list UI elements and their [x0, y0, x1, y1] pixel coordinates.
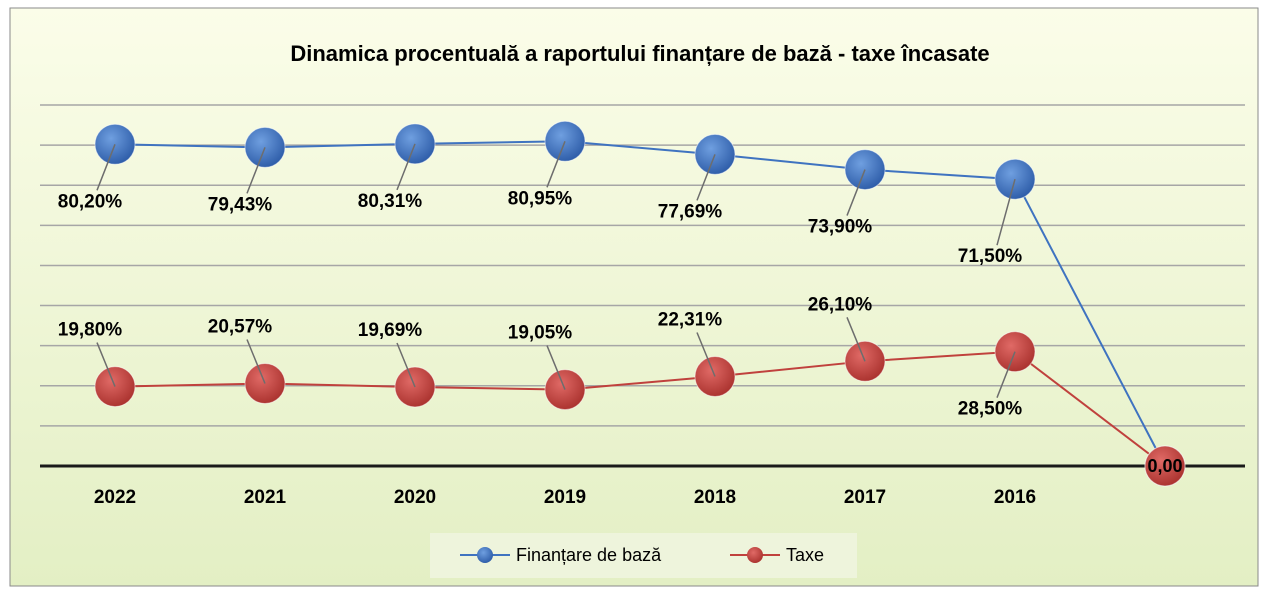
leader-line	[996, 351, 1016, 398]
x-tick-label: 2022	[94, 487, 136, 508]
data-label: 19,69%	[358, 320, 423, 341]
legend-label: Taxe	[786, 545, 824, 565]
series-line	[114, 140, 1166, 467]
data-label: 0,00	[1147, 456, 1182, 476]
leader-line	[396, 143, 416, 191]
data-label: 80,20%	[58, 191, 123, 212]
leader-line	[246, 339, 266, 384]
x-tick-label: 2016	[994, 487, 1036, 508]
x-tick-label: 2020	[394, 487, 436, 508]
leader-line	[846, 169, 866, 216]
leader-line	[396, 342, 416, 388]
data-label: 71,50%	[958, 246, 1023, 267]
chart-title: Dinamica procentuală a raportului finanț…	[290, 41, 989, 66]
data-label: 19,05%	[508, 323, 573, 344]
data-point	[1144, 445, 1186, 487]
data-label: 73,90%	[808, 217, 873, 238]
data-label: 26,10%	[808, 294, 873, 315]
chart-frame	[9, 7, 1259, 587]
data-label: 19,80%	[58, 320, 123, 341]
legend-marker	[747, 547, 763, 563]
leader-line	[546, 141, 566, 188]
x-tick-label: 2018	[694, 487, 736, 508]
leader-line	[96, 144, 116, 191]
x-tick-label: 2017	[844, 487, 886, 508]
leader-line	[546, 345, 566, 390]
data-label: 79,43%	[208, 194, 273, 215]
x-tick-label: 2021	[244, 487, 287, 508]
x-tick-label: 2019	[544, 487, 586, 508]
data-label: 28,50%	[958, 399, 1023, 420]
data-label: 22,31%	[658, 310, 723, 331]
legend-label: Finanțare de bază	[516, 545, 662, 565]
leader-line	[696, 154, 716, 201]
leader-line	[696, 332, 716, 377]
data-label: 77,69%	[658, 201, 723, 222]
data-label: 20,57%	[208, 317, 273, 338]
leader-line	[246, 147, 266, 194]
data-label: 80,95%	[508, 188, 573, 209]
legend-marker	[477, 547, 493, 563]
leader-line	[846, 317, 866, 362]
leader-line	[96, 342, 116, 387]
leader-line	[996, 179, 1016, 246]
series-line	[114, 350, 1166, 467]
data-label: 80,31%	[358, 191, 423, 212]
